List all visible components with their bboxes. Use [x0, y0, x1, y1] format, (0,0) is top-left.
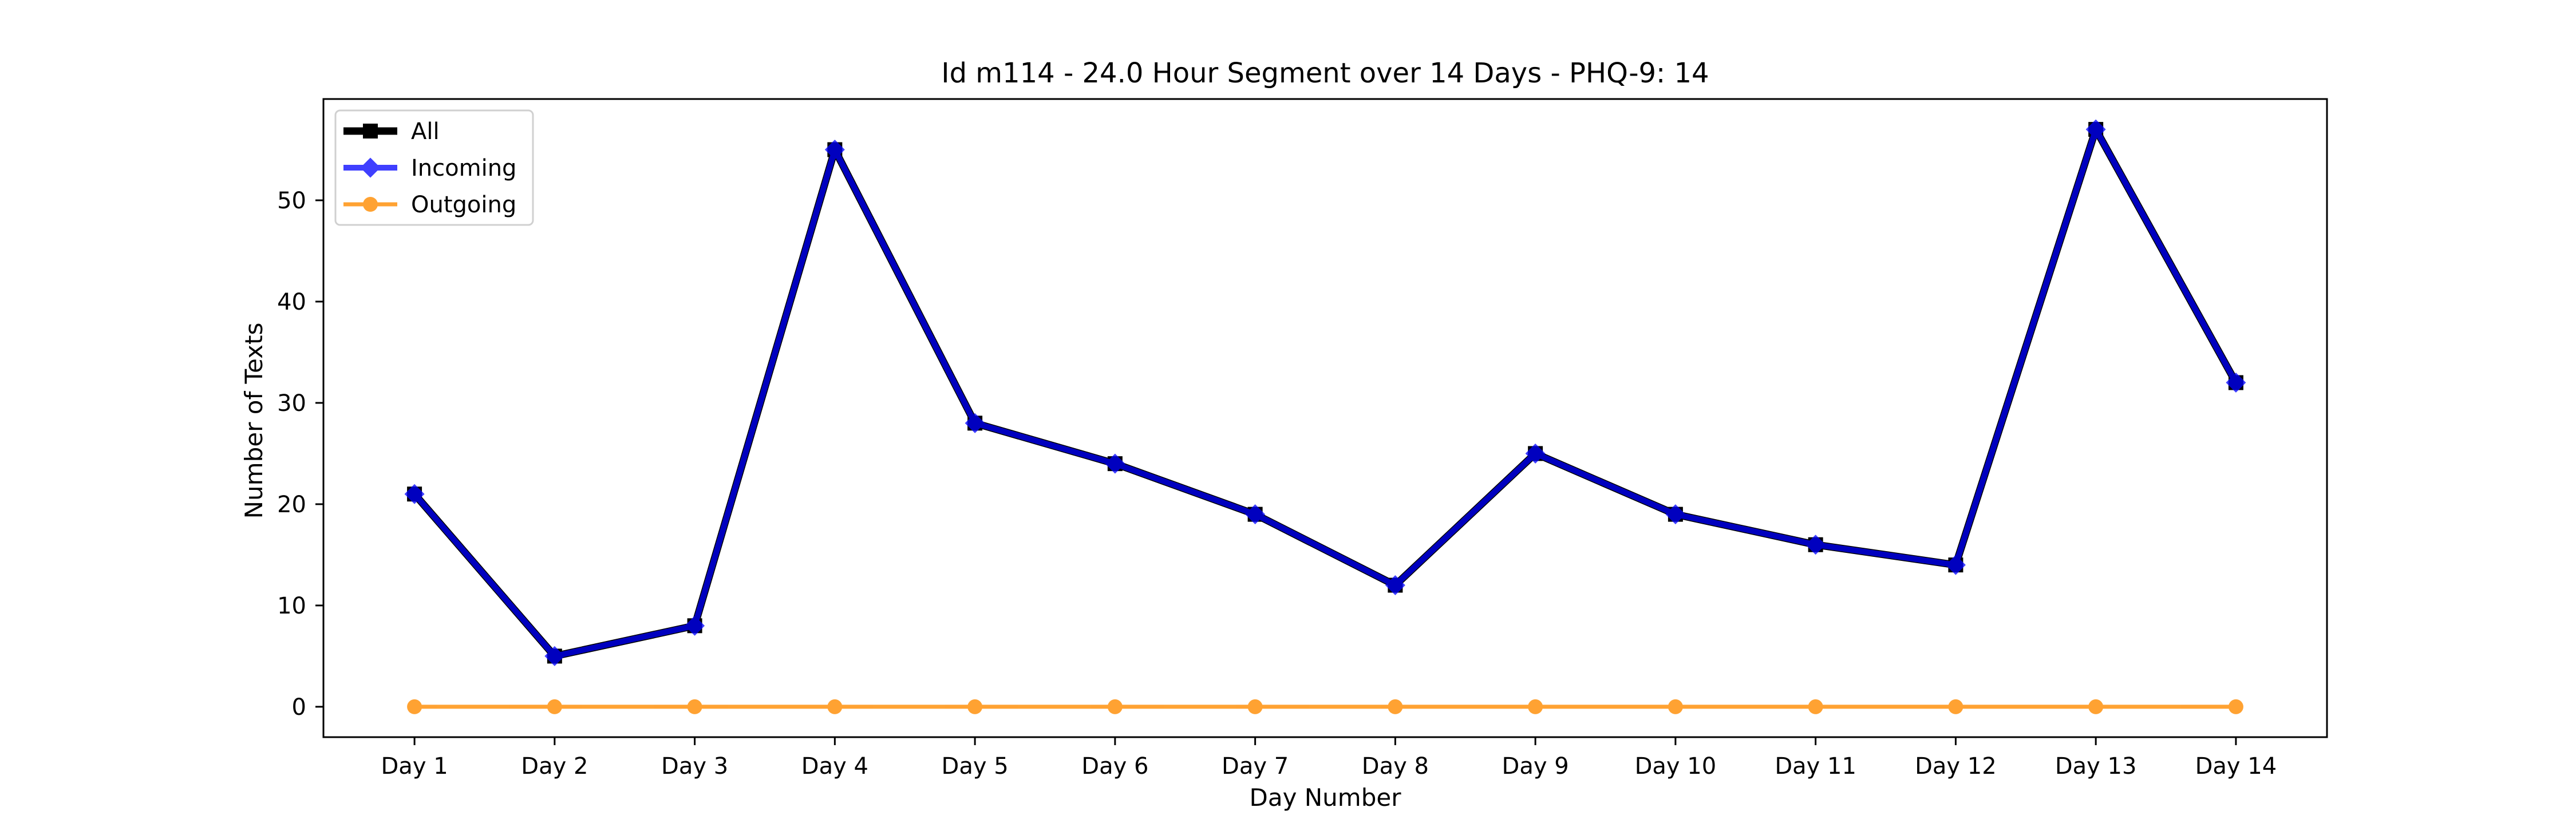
legend-marker-incoming — [360, 157, 381, 178]
data-point-outgoing-10 — [1668, 699, 1683, 714]
y-tick-label: 40 — [277, 289, 306, 315]
legend: All Incoming Outgoing — [334, 109, 534, 226]
plot-frame — [322, 98, 2328, 738]
data-point-outgoing-12 — [1948, 699, 1963, 714]
data-point-outgoing-7 — [1247, 699, 1263, 714]
legend-label-all: All — [411, 118, 440, 145]
legend-item-outgoing — [343, 197, 397, 212]
data-point-incoming-8 — [1385, 575, 1405, 596]
axes: Day 1 Day 2 Day 3 Day 4 Day 5 Day 6 Day 7 Day 8… — [277, 98, 2328, 779]
data-point-incoming-4 — [824, 139, 845, 160]
data-point-outgoing-14 — [2228, 699, 2243, 714]
legend-marker-all — [363, 124, 378, 139]
data-point-incoming-10 — [1665, 504, 1686, 525]
legend-label-outgoing: Outgoing — [411, 192, 516, 218]
y-tick-label: 10 — [277, 593, 306, 619]
data-point-incoming-9 — [1525, 443, 1546, 464]
data-point-incoming-7 — [1245, 504, 1266, 525]
series-incoming — [404, 119, 2246, 666]
x-tick-label: Day 1 — [381, 753, 448, 779]
x-tick-label: Day 11 — [1775, 753, 1856, 779]
data-point-incoming-6 — [1105, 453, 1125, 474]
y-tick-label: 0 — [292, 694, 306, 721]
y-tick-label: 50 — [277, 188, 306, 214]
x-axis-label: Day Number — [1249, 784, 1401, 812]
legend-item-incoming — [343, 157, 397, 178]
data-point-incoming-12 — [1945, 555, 1966, 575]
x-tick-label: Day 10 — [1635, 753, 1717, 779]
data-point-outgoing-2 — [547, 699, 562, 714]
series-outgoing — [407, 699, 2243, 714]
x-tick-label: Day 7 — [1222, 753, 1289, 779]
data-point-outgoing-5 — [967, 699, 983, 714]
data-point-outgoing-9 — [1528, 699, 1543, 714]
data-point-outgoing-3 — [687, 699, 702, 714]
series-line-incoming — [412, 126, 2239, 659]
x-tick-label: Day 5 — [942, 753, 1009, 779]
data-point-incoming-1 — [404, 484, 425, 504]
legend-label-incoming: Incoming — [411, 155, 516, 181]
x-tick-label: Day 3 — [661, 753, 728, 779]
data-point-outgoing-11 — [1808, 699, 1823, 714]
data-point-outgoing-13 — [2088, 699, 2104, 714]
data-point-outgoing-6 — [1107, 699, 1123, 714]
y-tick-label: 20 — [277, 492, 306, 518]
x-tick-label: Day 2 — [521, 753, 588, 779]
x-tick-label: Day 8 — [1362, 753, 1429, 779]
x-tick-label: Day 6 — [1081, 753, 1148, 779]
legend-box — [334, 109, 534, 226]
data-point-incoming-5 — [965, 413, 985, 433]
legend-marker-outgoing — [363, 197, 378, 212]
y-tick-label: 30 — [277, 390, 306, 417]
data-point-incoming-2 — [544, 646, 565, 666]
x-tick-label: Day 9 — [1502, 753, 1569, 779]
x-tick-label: Day 12 — [1915, 753, 1997, 779]
x-tick-label: Day 13 — [2055, 753, 2137, 779]
y-axis-label: Number of Texts — [240, 323, 268, 519]
data-point-incoming-3 — [685, 615, 705, 636]
x-tick-label: Day 14 — [2195, 753, 2277, 779]
chart-title: Id m114 - 24.0 Hour Segment over 14 Days… — [941, 57, 1709, 89]
data-point-incoming-11 — [1805, 535, 1826, 555]
data-point-outgoing-8 — [1388, 699, 1403, 714]
data-point-outgoing-4 — [827, 699, 843, 714]
legend-item-all — [343, 124, 397, 139]
data-point-incoming-14 — [2226, 373, 2246, 393]
data-point-outgoing-1 — [407, 699, 422, 714]
data-point-incoming-13 — [2085, 119, 2106, 140]
plot-area — [404, 119, 2246, 714]
x-tick-label: Day 4 — [801, 753, 868, 779]
